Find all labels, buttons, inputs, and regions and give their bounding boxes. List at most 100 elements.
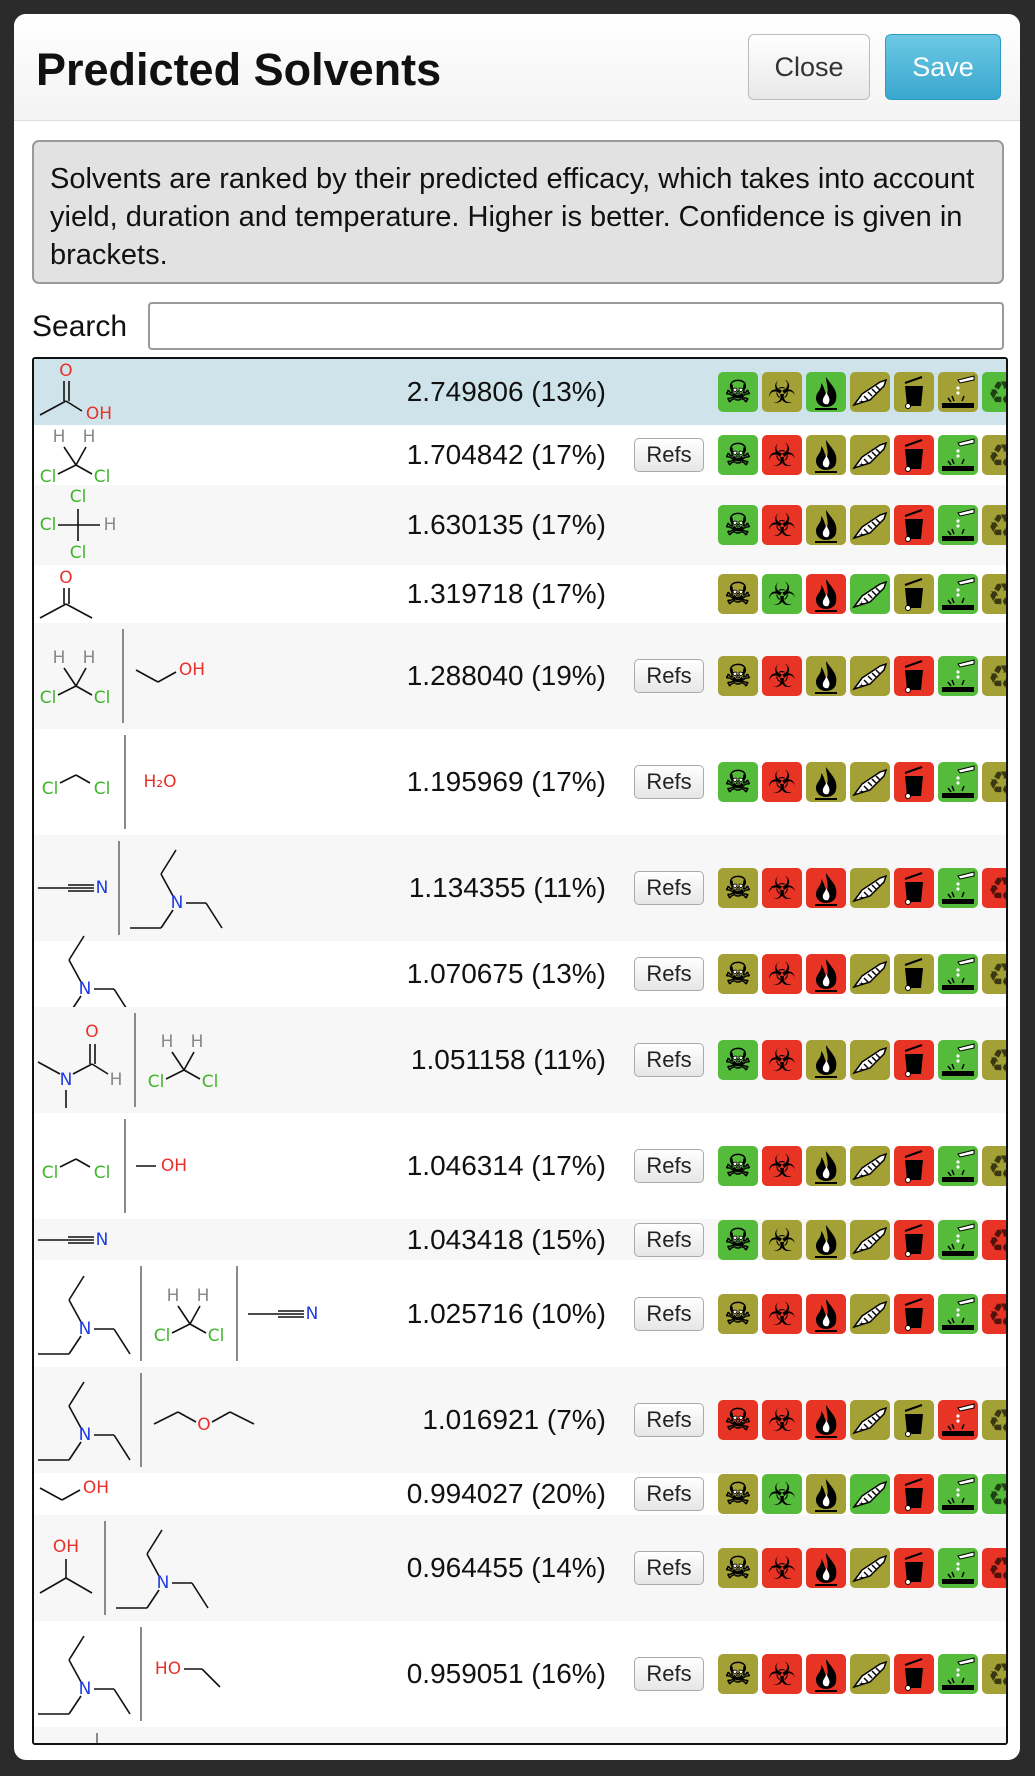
dichloromethane-structure: Cl Cl [42, 774, 111, 797]
structure-cell: OH [34, 1473, 344, 1515]
refs-button[interactable]: Refs [634, 1296, 704, 1331]
score-value: 1.046314 (17%) [406, 1150, 606, 1181]
solvent-row[interactable]: HH Cl Cl OH 1.288040 (19%) Refs ☠ ☣ + ♻ [34, 623, 1006, 729]
flame-icon [806, 505, 846, 545]
structure-cell: N O H H H Cl Cl [34, 1007, 344, 1113]
component-separator [140, 1373, 142, 1467]
solvent-row[interactable]: Cl Cl H Cl 1.630135 (17%) ☠ ☣ + ♻ [34, 485, 1006, 565]
svg-text:☣: ☣ [768, 575, 797, 613]
solvent-row[interactable]: N 1.043418 (15%) Refs ☠ ☣ + ♻ [34, 1219, 1006, 1260]
dead-fish-icon: + [850, 372, 890, 412]
score-value: 1.025716 (10%) [406, 1297, 606, 1329]
svg-text:+: + [859, 530, 864, 539]
refs-button[interactable]: Refs [634, 1477, 704, 1511]
skull-icon: ☠ [718, 372, 758, 412]
biohazard-icon: ☣ [762, 762, 802, 802]
flame-icon [806, 574, 846, 614]
structure-cell: H H Cl Cl OH [34, 623, 344, 729]
solvent-row[interactable]: N 1.070675 (13%) Refs ☠ ☣ + ♻ [34, 935, 1006, 1015]
solvent-row[interactable]: NN1.134355 (11%)Refs☠☣+♻ [34, 835, 1006, 941]
svg-text:+: + [859, 1171, 864, 1180]
refs-button[interactable]: Refs [634, 1403, 704, 1437]
solvent-row[interactable]: O 1.319718 (17%) ☠ ☣ + ♻ [34, 565, 1006, 623]
svg-text:H: H [110, 1070, 123, 1090]
solvent-row[interactable]: Cl Cl H₂O 1.195969 (17%) Refs ☠ ☣ + ♻ [34, 729, 1006, 835]
svg-text:☣: ☣ [768, 506, 797, 544]
trash-bin-icon [894, 1474, 934, 1514]
solvent-row[interactable]: O OH 2.749806 (13%) ☠ ☣ + ♻ [34, 359, 1006, 425]
svg-text:♻: ♻ [988, 764, 1008, 802]
refs-button[interactable]: Refs [634, 871, 704, 905]
svg-text:♻: ♻ [988, 437, 1008, 475]
skull-icon: ☠ [718, 1293, 758, 1334]
recycle-icon: ♻ [982, 1219, 1006, 1260]
skull-icon: ☠ [718, 435, 758, 475]
biohazard-icon: ☣ [762, 1474, 802, 1514]
dead-fish-icon: + [850, 1654, 890, 1694]
svg-text:Cl: Cl [94, 779, 111, 797]
refs-button[interactable]: Refs [634, 438, 704, 472]
refs-button[interactable]: Refs [634, 765, 704, 799]
svg-text:☠: ☠ [725, 1403, 752, 1438]
solvent-row[interactable]: N HH Cl Cl N 1.025716 (10%) Refs ☠ ☣ + ♻ [34, 1260, 1006, 1367]
svg-text:H: H [191, 1032, 204, 1052]
dead-fish-icon: + [850, 868, 890, 908]
biohazard-icon: ☣ [762, 868, 802, 908]
solvent-row-partial[interactable] [34, 1727, 1006, 1743]
svg-text:☠: ☠ [725, 577, 752, 612]
solvent-row[interactable]: N HO 0.959051 (16%) Refs ☠ ☣ + ♻ [34, 1621, 1006, 1727]
solvent-row[interactable]: HH Cl Cl 1.704842 (17%) Refs ☠ ☣ + ♻ [34, 425, 1006, 485]
skull-icon: ☠ [718, 954, 758, 994]
dichloromethane-h-structure: H H Cl Cl [40, 427, 111, 485]
svg-text:N: N [79, 979, 92, 999]
dead-fish-icon: + [850, 574, 890, 614]
refs-button[interactable]: Refs [634, 957, 704, 991]
svg-text:N: N [96, 878, 109, 898]
corrosive-icon [938, 1040, 978, 1080]
biohazard-icon: ☣ [762, 1219, 802, 1260]
svg-text:☠: ☠ [725, 871, 752, 906]
solvent-row[interactable]: OH 0.994027 (20%) Refs ☠ ☣ + ♻ [34, 1473, 1006, 1515]
search-input[interactable] [148, 302, 1004, 350]
trash-bin-icon [894, 372, 934, 412]
svg-text:+: + [859, 397, 864, 406]
hazard-icons: ☠ ☣ + ♻ [718, 954, 1006, 994]
svg-text:Cl: Cl [94, 1163, 111, 1181]
hazard-icons: ☠ ☣ + ♻ [718, 372, 1006, 412]
refs-button[interactable]: Refs [634, 659, 704, 693]
hazard-icons: ☠ ☣ + ♻ [718, 656, 1006, 696]
svg-text:OH: OH [86, 404, 112, 424]
dead-fish-icon: + [850, 954, 890, 994]
svg-text:H: H [53, 648, 66, 668]
solvent-row[interactable]: OH N 0.964455 (14%) Refs ☠ ☣ + ♻ [34, 1515, 1006, 1621]
dead-fish-icon: + [850, 656, 890, 696]
refs-button[interactable]: Refs [634, 1222, 704, 1257]
svg-text:H₂O: H₂O [144, 772, 177, 792]
svg-text:H: H [167, 1286, 180, 1306]
structure-cell: O [34, 565, 344, 623]
dead-fish-icon: + [850, 1293, 890, 1334]
svg-text:N: N [79, 1319, 92, 1339]
refs-button[interactable]: Refs [634, 1657, 704, 1691]
svg-text:H: H [161, 1032, 174, 1052]
save-button[interactable]: Save [885, 34, 1001, 100]
solvent-row[interactable]: Cl Cl OH 1.046314 (17%) Refs ☠ ☣ + ♻ [34, 1113, 1006, 1219]
refs-button[interactable]: Refs [634, 1043, 704, 1077]
close-button[interactable]: Close [748, 34, 870, 100]
corrosive-icon [938, 1400, 978, 1440]
svg-text:♻: ♻ [988, 1476, 1008, 1514]
dead-fish-icon: + [850, 435, 890, 475]
svg-text:☠: ☠ [725, 1477, 752, 1512]
score-value: 0.959051 (16%) [406, 1658, 606, 1689]
solvent-row[interactable]: NO1.016921 (7%)Refs☠☣+♻ [34, 1367, 1006, 1473]
svg-text:Cl: Cl [70, 487, 87, 507]
svg-text:+: + [859, 1573, 864, 1582]
recycle-icon: ♻ [982, 1293, 1006, 1334]
refs-button[interactable]: Refs [634, 1149, 704, 1183]
recycle-icon: ♻ [982, 954, 1006, 994]
corrosive-icon [938, 954, 978, 994]
hazard-icons: ☠ ☣ + ♻ [718, 1400, 1006, 1440]
refs-button[interactable]: Refs [634, 1551, 704, 1585]
